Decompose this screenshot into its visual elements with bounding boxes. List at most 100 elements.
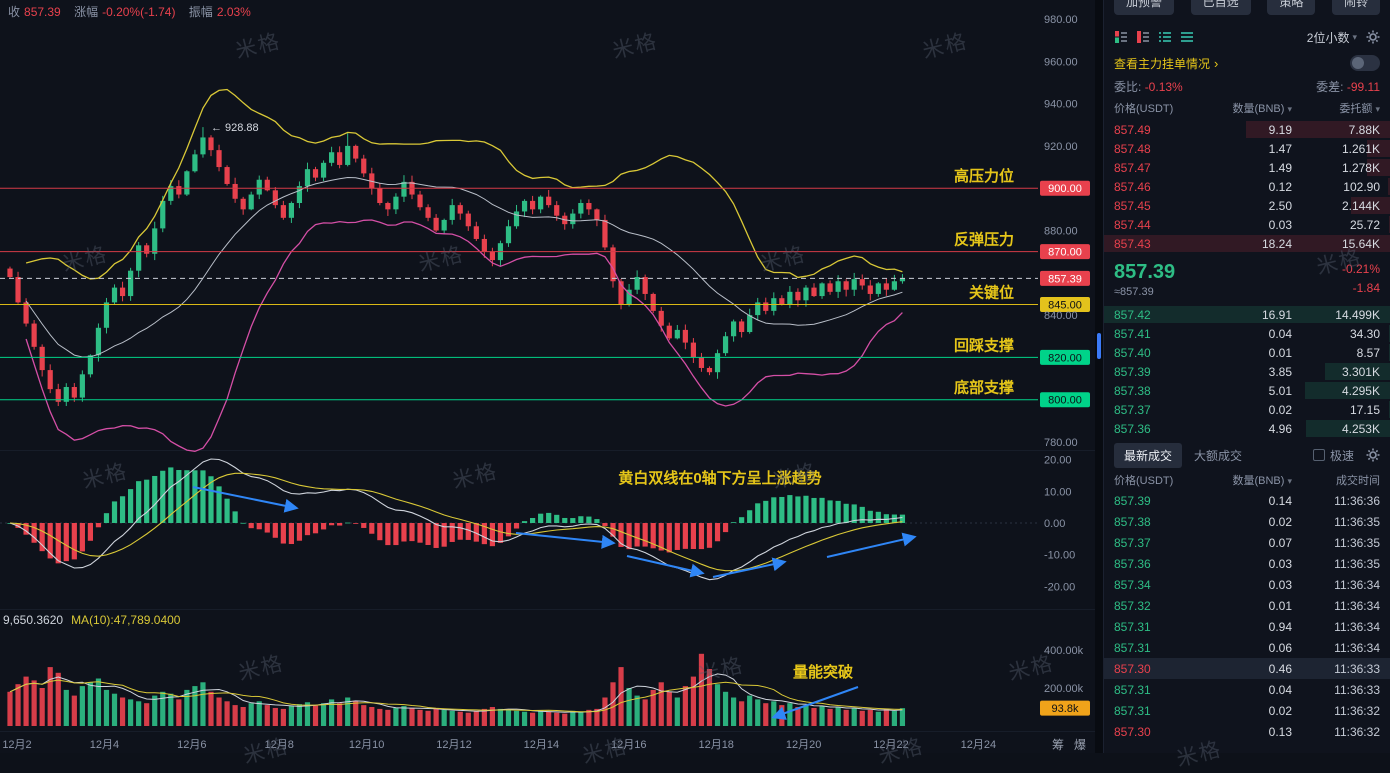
trade-row[interactable]: 857.31 0.04 11:36:33 xyxy=(1104,679,1390,700)
top-button-4[interactable]: 闹铃 xyxy=(1331,0,1380,15)
bid-row[interactable]: 857.38 5.01 4.295K xyxy=(1104,381,1390,400)
orderbook-toolbar: 2位小数 ▾ xyxy=(1104,24,1390,50)
depth-bar xyxy=(1366,140,1390,157)
trade-qty: 0.03 xyxy=(1268,556,1292,571)
top-button-3[interactable]: 策略 xyxy=(1267,0,1316,15)
panel-scrollbar[interactable] xyxy=(1095,0,1103,753)
depth-bar xyxy=(1104,235,1390,252)
panel-top-buttons: 加预警 已自选 策略 闹铃 xyxy=(1104,0,1390,15)
bid-row[interactable]: 857.36 4.96 4.253K xyxy=(1104,419,1390,438)
main-orders-link[interactable]: 查看主力挂单情况 › xyxy=(1114,55,1218,72)
trade-time: 11:36:36 xyxy=(1334,493,1380,508)
liquidation-button[interactable]: 爆 xyxy=(1074,738,1086,752)
svg-text:12月16: 12月16 xyxy=(611,739,646,751)
book-view-asks-icon[interactable] xyxy=(1136,30,1150,44)
bid-row[interactable]: 857.40 0.01 8.57 xyxy=(1104,343,1390,362)
bid-row[interactable]: 857.42 16.91 14.499K xyxy=(1104,305,1390,324)
macd-dif-line xyxy=(9,458,903,581)
ask-row[interactable]: 857.45 2.50 2.144K xyxy=(1104,196,1390,215)
trade-row[interactable]: 857.30 0.46 11:36:33 xyxy=(1104,658,1390,679)
order-amount: 1.278K xyxy=(1341,160,1380,175)
order-qty: 0.12 xyxy=(1268,179,1292,194)
trade-price: 857.30 xyxy=(1114,724,1151,739)
scrollbar-thumb[interactable] xyxy=(1097,333,1101,359)
trade-row[interactable]: 857.31 0.94 11:36:34 xyxy=(1104,616,1390,637)
bid-row[interactable]: 857.37 0.02 17.15 xyxy=(1104,400,1390,419)
trade-row[interactable]: 857.31 0.02 11:36:32 xyxy=(1104,700,1390,721)
trade-time: 11:36:34 xyxy=(1334,598,1380,613)
main-orders-toggle[interactable] xyxy=(1350,55,1380,71)
header-price: 价格(USDT) xyxy=(1114,475,1174,487)
price-level-badge xyxy=(1040,244,1090,260)
ask-row[interactable]: 857.46 0.12 102.90 xyxy=(1104,177,1390,196)
trade-row[interactable]: 857.39 0.14 11:36:36 xyxy=(1104,490,1390,511)
volume-badge xyxy=(1040,700,1090,716)
last-price-diff: -1.84 xyxy=(1352,281,1380,295)
book-view-icons xyxy=(1114,30,1194,44)
level-label: 高压力位 xyxy=(954,167,1014,185)
trade-row[interactable]: 857.37 0.07 11:36:35 xyxy=(1104,532,1390,553)
boll-mid-line xyxy=(25,176,903,358)
header-time: 成交时间 xyxy=(1336,475,1380,487)
bid-row[interactable]: 857.39 3.85 3.301K xyxy=(1104,362,1390,381)
header-qty[interactable]: 数量(BNB) ▾ xyxy=(1232,475,1292,487)
kline-canvas[interactable]: 900.00 高压力位 870.00 反弹压力 845.00 关键位 820.00 回踩支撑 8… xyxy=(0,0,1103,753)
book-view-both-icon[interactable] xyxy=(1114,30,1128,44)
trade-qty: 0.03 xyxy=(1268,577,1292,592)
gear-icon[interactable] xyxy=(1366,448,1380,462)
list-view-icon[interactable] xyxy=(1158,30,1172,44)
decimals-selector[interactable]: 2位小数 ▾ xyxy=(1307,29,1357,46)
trade-time: 11:36:32 xyxy=(1334,703,1380,718)
order-price: 857.36 xyxy=(1114,421,1151,436)
list-view-alt-icon[interactable] xyxy=(1180,30,1194,44)
svg-text:400.00k: 400.00k xyxy=(1044,645,1084,657)
trend-arrow xyxy=(712,557,787,578)
volume-ma10-line xyxy=(9,679,903,713)
ask-row[interactable]: 857.44 0.03 25.72 xyxy=(1104,215,1390,234)
trade-row[interactable]: 857.31 0.06 11:36:34 xyxy=(1104,637,1390,658)
trade-row[interactable]: 857.34 0.03 11:36:34 xyxy=(1104,574,1390,595)
trade-price: 857.36 xyxy=(1114,556,1151,571)
trade-row[interactable]: 857.36 0.03 11:36:35 xyxy=(1104,553,1390,574)
trade-row[interactable]: 857.32 0.01 11:36:34 xyxy=(1104,595,1390,616)
order-qty: 0.04 xyxy=(1268,326,1292,341)
tab-latest-trades[interactable]: 最新成交 xyxy=(1114,442,1183,468)
ask-row[interactable]: 857.47 1.49 1.278K xyxy=(1104,158,1390,177)
kline-chart-area[interactable]: 900.00 高压力位 870.00 反弹压力 845.00 关键位 820.00 回踩支撑 8… xyxy=(0,0,1103,753)
order-amount: 17.15 xyxy=(1349,402,1380,417)
header-qty[interactable]: 数量(BNB) ▾ xyxy=(1232,103,1292,115)
depth-bar xyxy=(1350,197,1390,214)
trades-header: 价格(USDT) 数量(BNB) ▾ 成交时间 xyxy=(1104,470,1390,490)
level-label: 反弹压力 xyxy=(954,231,1014,249)
candles xyxy=(7,127,906,407)
top-button-2[interactable]: 已自选 xyxy=(1190,0,1251,15)
express-checkbox[interactable]: 极速 xyxy=(1312,447,1354,464)
svg-text:820.00: 820.00 xyxy=(1048,352,1082,364)
ask-row[interactable]: 857.48 1.47 1.261K xyxy=(1104,139,1390,158)
order-amount: 15.64K xyxy=(1341,236,1380,251)
order-amount: 102.90 xyxy=(1343,179,1380,194)
svg-text:93.8k: 93.8k xyxy=(1052,703,1079,715)
price-level-badge xyxy=(1040,297,1090,313)
orderbook-header: 价格(USDT) 数量(BNB) ▾ 委托额 ▾ xyxy=(1104,96,1390,120)
ask-row[interactable]: 857.43 18.24 15.64K xyxy=(1104,234,1390,253)
last-price-block[interactable]: 857.39 ≈857.39 -0.21% -1.84 xyxy=(1104,253,1390,305)
ask-row[interactable]: 857.49 9.19 7.88K xyxy=(1104,120,1390,139)
chip-distribution-button[interactable]: 筹 xyxy=(1052,738,1064,752)
svg-text:12月4: 12月4 xyxy=(90,739,119,751)
tab-large-trades[interactable]: 大额成交 xyxy=(1194,448,1243,463)
header-amount[interactable]: 委托额 ▾ xyxy=(1339,103,1380,115)
svg-text:900.00: 900.00 xyxy=(1048,183,1082,195)
bid-row[interactable]: 857.41 0.04 34.30 xyxy=(1104,324,1390,343)
volume-note: 量能突破 xyxy=(793,663,853,681)
order-price: 857.49 xyxy=(1114,122,1151,137)
trade-row[interactable]: 857.38 0.02 11:36:35 xyxy=(1104,511,1390,532)
trade-qty: 0.02 xyxy=(1268,514,1292,529)
macd-dea-line xyxy=(9,472,903,572)
trade-row[interactable]: 857.30 0.13 11:36:32 xyxy=(1104,721,1390,742)
gear-icon[interactable] xyxy=(1366,30,1380,44)
top-button-1[interactable]: 加预警 xyxy=(1114,0,1175,15)
order-price: 857.48 xyxy=(1114,141,1151,156)
svg-text:12月2: 12月2 xyxy=(2,739,31,751)
